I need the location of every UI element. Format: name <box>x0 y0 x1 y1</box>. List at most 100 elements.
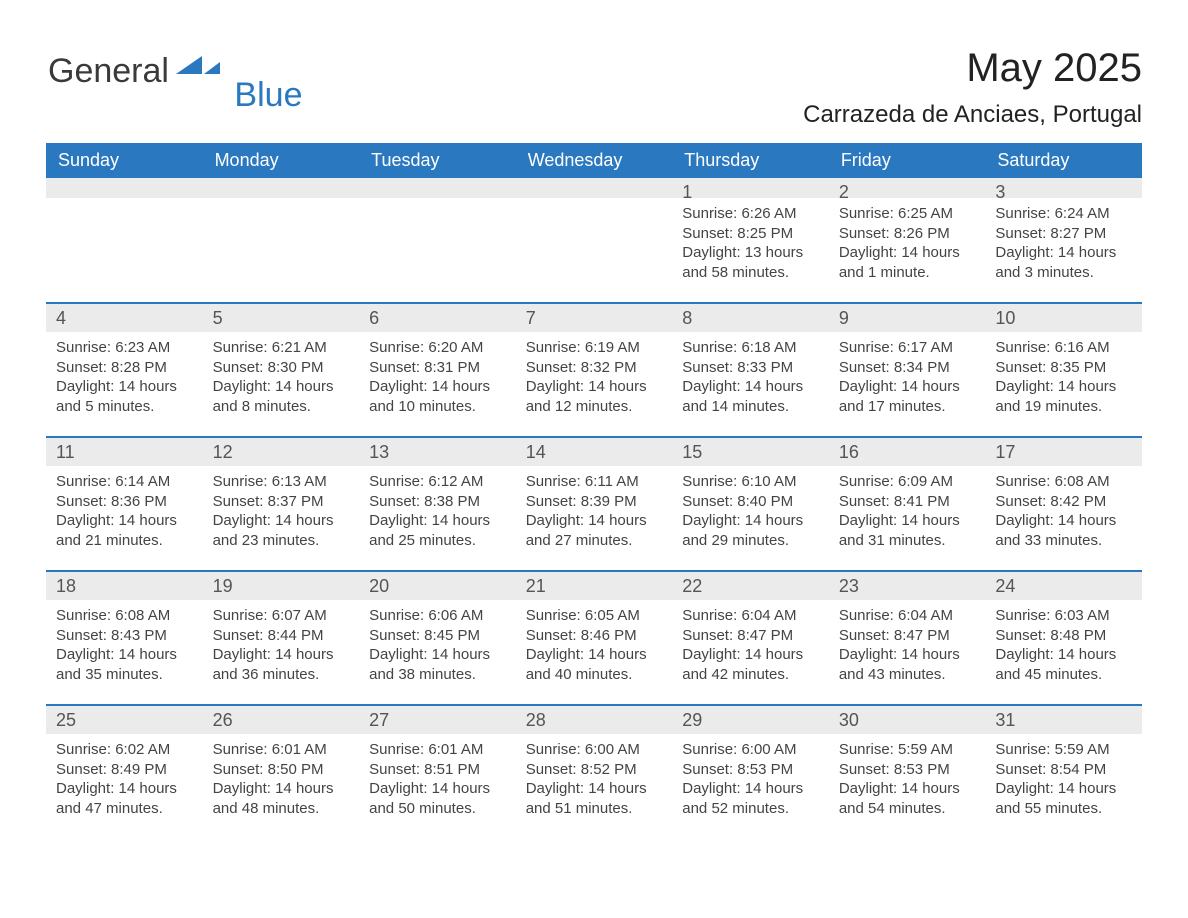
day-number: 12 <box>203 436 360 466</box>
day-daylight1: Daylight: 14 hours <box>213 377 350 397</box>
day-number: 6 <box>359 302 516 332</box>
day-daylight1: Daylight: 14 hours <box>56 779 193 799</box>
day-number: 31 <box>985 704 1142 734</box>
day-details: Sunrise: 6:13 AMSunset: 8:37 PMDaylight:… <box>203 466 360 570</box>
day-sunrise: Sunrise: 6:26 AM <box>682 204 819 224</box>
day-details <box>46 198 203 294</box>
day-daylight2: and 50 minutes. <box>369 799 506 819</box>
calendar-day-cell: 30Sunrise: 5:59 AMSunset: 8:53 PMDayligh… <box>829 704 986 838</box>
day-daylight1: Daylight: 14 hours <box>682 377 819 397</box>
calendar-day-cell: 14Sunrise: 6:11 AMSunset: 8:39 PMDayligh… <box>516 436 673 570</box>
calendar-day-cell: 24Sunrise: 6:03 AMSunset: 8:48 PMDayligh… <box>985 570 1142 704</box>
day-details: Sunrise: 6:07 AMSunset: 8:44 PMDaylight:… <box>203 600 360 704</box>
calendar-day-cell: 12Sunrise: 6:13 AMSunset: 8:37 PMDayligh… <box>203 436 360 570</box>
day-number: 13 <box>359 436 516 466</box>
day-sunrise: Sunrise: 6:11 AM <box>526 472 663 492</box>
day-daylight1: Daylight: 14 hours <box>213 779 350 799</box>
day-daylight2: and 31 minutes. <box>839 531 976 551</box>
calendar-page: General Blue May 2025 Carrazeda de Ancia… <box>0 0 1188 918</box>
calendar-day-cell: 7Sunrise: 6:19 AMSunset: 8:32 PMDaylight… <box>516 302 673 436</box>
calendar-week-row: 18Sunrise: 6:08 AMSunset: 8:43 PMDayligh… <box>46 570 1142 704</box>
weekday-header: Thursday <box>672 143 829 178</box>
calendar-table: SundayMondayTuesdayWednesdayThursdayFrid… <box>46 143 1142 838</box>
day-details <box>203 198 360 294</box>
day-details: Sunrise: 6:24 AMSunset: 8:27 PMDaylight:… <box>985 198 1142 302</box>
day-sunset: Sunset: 8:37 PM <box>213 492 350 512</box>
calendar-body: 1Sunrise: 6:26 AMSunset: 8:25 PMDaylight… <box>46 178 1142 838</box>
day-details: Sunrise: 6:09 AMSunset: 8:41 PMDaylight:… <box>829 466 986 570</box>
day-daylight2: and 29 minutes. <box>682 531 819 551</box>
day-daylight1: Daylight: 14 hours <box>56 377 193 397</box>
calendar-day-cell: 22Sunrise: 6:04 AMSunset: 8:47 PMDayligh… <box>672 570 829 704</box>
calendar-day-cell: 1Sunrise: 6:26 AMSunset: 8:25 PMDaylight… <box>672 178 829 302</box>
day-sunrise: Sunrise: 6:14 AM <box>56 472 193 492</box>
day-sunrise: Sunrise: 6:25 AM <box>839 204 976 224</box>
day-number: 20 <box>359 570 516 600</box>
day-daylight1: Daylight: 14 hours <box>682 511 819 531</box>
day-sunset: Sunset: 8:44 PM <box>213 626 350 646</box>
day-number: 2 <box>829 178 986 198</box>
calendar-day-cell: 27Sunrise: 6:01 AMSunset: 8:51 PMDayligh… <box>359 704 516 838</box>
day-number: 23 <box>829 570 986 600</box>
day-details: Sunrise: 6:00 AMSunset: 8:52 PMDaylight:… <box>516 734 673 838</box>
calendar-day-cell: 18Sunrise: 6:08 AMSunset: 8:43 PMDayligh… <box>46 570 203 704</box>
day-daylight1: Daylight: 14 hours <box>369 645 506 665</box>
day-daylight2: and 23 minutes. <box>213 531 350 551</box>
day-daylight2: and 5 minutes. <box>56 397 193 417</box>
day-sunset: Sunset: 8:45 PM <box>369 626 506 646</box>
day-daylight2: and 10 minutes. <box>369 397 506 417</box>
day-number: 16 <box>829 436 986 466</box>
day-daylight1: Daylight: 14 hours <box>995 645 1132 665</box>
day-details: Sunrise: 6:04 AMSunset: 8:47 PMDaylight:… <box>672 600 829 704</box>
day-daylight1: Daylight: 14 hours <box>526 377 663 397</box>
day-sunset: Sunset: 8:52 PM <box>526 760 663 780</box>
day-sunset: Sunset: 8:41 PM <box>839 492 976 512</box>
calendar-day-cell <box>203 178 360 302</box>
day-sunset: Sunset: 8:51 PM <box>369 760 506 780</box>
calendar-day-cell: 9Sunrise: 6:17 AMSunset: 8:34 PMDaylight… <box>829 302 986 436</box>
day-number: 10 <box>985 302 1142 332</box>
day-sunset: Sunset: 8:33 PM <box>682 358 819 378</box>
day-sunrise: Sunrise: 6:05 AM <box>526 606 663 626</box>
day-daylight2: and 47 minutes. <box>56 799 193 819</box>
day-sunrise: Sunrise: 6:08 AM <box>995 472 1132 492</box>
day-details: Sunrise: 6:10 AMSunset: 8:40 PMDaylight:… <box>672 466 829 570</box>
day-daylight1: Daylight: 14 hours <box>839 645 976 665</box>
weekday-header: Monday <box>203 143 360 178</box>
day-details: Sunrise: 5:59 AMSunset: 8:53 PMDaylight:… <box>829 734 986 838</box>
day-details: Sunrise: 6:23 AMSunset: 8:28 PMDaylight:… <box>46 332 203 436</box>
day-sunrise: Sunrise: 6:16 AM <box>995 338 1132 358</box>
day-number: 4 <box>46 302 203 332</box>
day-sunrise: Sunrise: 6:19 AM <box>526 338 663 358</box>
calendar-day-cell: 11Sunrise: 6:14 AMSunset: 8:36 PMDayligh… <box>46 436 203 570</box>
day-sunrise: Sunrise: 6:04 AM <box>839 606 976 626</box>
day-sunset: Sunset: 8:53 PM <box>682 760 819 780</box>
day-number: 7 <box>516 302 673 332</box>
day-daylight1: Daylight: 14 hours <box>369 377 506 397</box>
day-details: Sunrise: 6:17 AMSunset: 8:34 PMDaylight:… <box>829 332 986 436</box>
calendar-day-cell: 28Sunrise: 6:00 AMSunset: 8:52 PMDayligh… <box>516 704 673 838</box>
day-sunset: Sunset: 8:48 PM <box>995 626 1132 646</box>
day-sunrise: Sunrise: 6:00 AM <box>526 740 663 760</box>
calendar-day-cell: 16Sunrise: 6:09 AMSunset: 8:41 PMDayligh… <box>829 436 986 570</box>
day-daylight2: and 48 minutes. <box>213 799 350 819</box>
day-sunrise: Sunrise: 6:06 AM <box>369 606 506 626</box>
day-sunrise: Sunrise: 6:02 AM <box>56 740 193 760</box>
day-details: Sunrise: 6:26 AMSunset: 8:25 PMDaylight:… <box>672 198 829 302</box>
day-details: Sunrise: 6:08 AMSunset: 8:43 PMDaylight:… <box>46 600 203 704</box>
day-number: 22 <box>672 570 829 600</box>
day-daylight1: Daylight: 14 hours <box>56 511 193 531</box>
day-sunset: Sunset: 8:49 PM <box>56 760 193 780</box>
day-sunset: Sunset: 8:26 PM <box>839 224 976 244</box>
day-sunrise: Sunrise: 6:07 AM <box>213 606 350 626</box>
day-details: Sunrise: 6:00 AMSunset: 8:53 PMDaylight:… <box>672 734 829 838</box>
calendar-week-row: 11Sunrise: 6:14 AMSunset: 8:36 PMDayligh… <box>46 436 1142 570</box>
day-number: 11 <box>46 436 203 466</box>
day-daylight1: Daylight: 14 hours <box>682 645 819 665</box>
day-number: 15 <box>672 436 829 466</box>
day-number: 9 <box>829 302 986 332</box>
day-sunset: Sunset: 8:31 PM <box>369 358 506 378</box>
day-daylight1: Daylight: 14 hours <box>839 377 976 397</box>
day-daylight2: and 17 minutes. <box>839 397 976 417</box>
weekday-header: Friday <box>829 143 986 178</box>
